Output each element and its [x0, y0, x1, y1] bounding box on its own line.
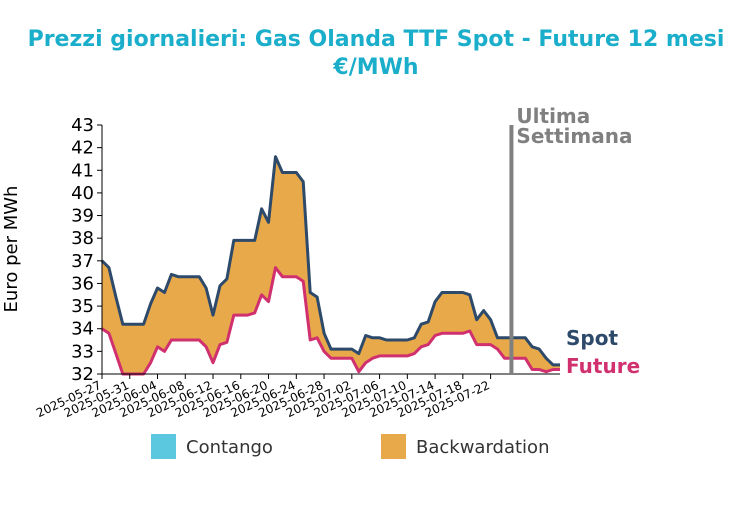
y-tick-label: 40: [71, 183, 94, 204]
legend: Contango Backwardation: [151, 434, 549, 459]
y-axis-label: Euro per MWh: [1, 186, 22, 313]
spot-series-label: Spot: [566, 326, 618, 350]
area-fill-group: [102, 156, 560, 374]
y-tick-label: 36: [71, 273, 94, 294]
future-series-label: Future: [566, 354, 640, 378]
y-tick-label: 34: [71, 319, 94, 340]
legend-swatch-contango: [151, 434, 176, 459]
y-tick-label: 41: [71, 160, 94, 181]
y-tick-label: 38: [71, 228, 94, 249]
last-week-label-line1: Ultima: [516, 104, 590, 128]
series-lines-group: [100, 155, 560, 376]
y-tick-label: 33: [71, 341, 94, 362]
chart-subtitle: €/MWh: [332, 55, 418, 80]
x-axis: 2025-05-272025-05-312025-06-042025-06-08…: [34, 373, 560, 420]
y-tick-label: 35: [71, 296, 94, 317]
backwardation-area: [102, 156, 560, 374]
series-line-spot: [100, 155, 560, 367]
y-tick-label: 37: [71, 251, 94, 272]
legend-label-contango: Contango: [186, 437, 273, 458]
chart-title: Prezzi giornalieri: Gas Olanda TTF Spot …: [28, 27, 725, 52]
y-tick-label: 43: [71, 115, 94, 136]
legend-swatch-backwardation: [381, 434, 406, 459]
y-tick-label: 42: [71, 138, 94, 159]
last-week-label-line2: Settimana: [516, 124, 632, 148]
y-tick-label: 39: [71, 206, 94, 227]
y-tick-label: 32: [71, 364, 94, 385]
series-line-future: [101, 266, 560, 376]
legend-label-backwardation: Backwardation: [416, 437, 549, 458]
